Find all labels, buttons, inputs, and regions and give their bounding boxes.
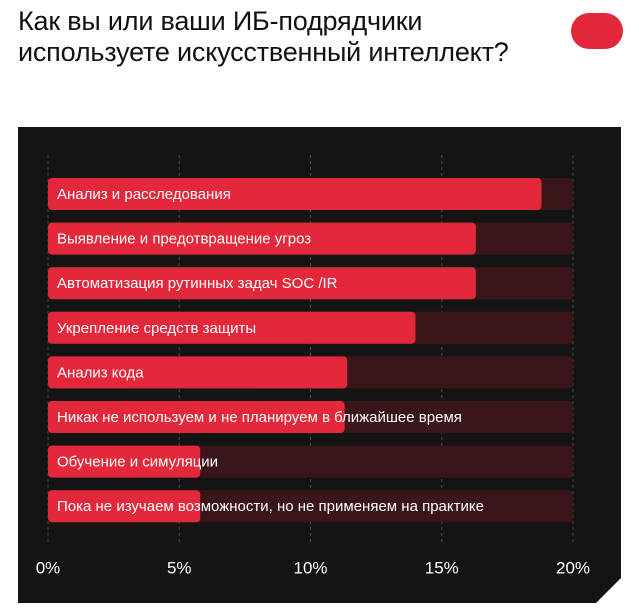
x-tick-label: 0% <box>36 558 61 577</box>
x-axis-ticks: 0% 5% 10% 15% 20% <box>36 558 590 577</box>
bar <box>48 311 416 344</box>
bar <box>48 445 201 478</box>
x-tick-label: 5% <box>167 558 192 577</box>
x-tick-label: 20% <box>556 558 590 577</box>
bar-label: Выявление и предотвращение угроз <box>57 231 311 248</box>
bar-label: Анализ кода <box>57 364 144 381</box>
bar-label: Обучение и симуляции <box>57 454 218 471</box>
bar-labels: Анализ и расследования Выявление и предот… <box>57 186 484 515</box>
bar-label: Анализ и расследования <box>57 186 231 203</box>
bar <box>48 490 201 523</box>
x-tick-label: 15% <box>425 558 459 577</box>
bar <box>48 401 345 433</box>
bar-label: Никак не используем и не планируем в бли… <box>57 409 462 426</box>
gridlines <box>47 155 574 545</box>
bar <box>48 356 348 389</box>
bar-label: Укрепление средств защиты <box>57 320 256 337</box>
x-tick-label: 10% <box>293 558 327 577</box>
bar-label: Автоматизация рутинных задач SOC /IR <box>57 275 338 292</box>
bar <box>48 222 476 255</box>
chart-title: Как вы или ваши ИБ-подрядчики использует… <box>18 6 509 67</box>
bars <box>48 178 542 523</box>
bar <box>48 178 542 210</box>
chart-panel: Анализ и расследования Выявление и предот… <box>18 127 621 603</box>
bar <box>48 267 476 300</box>
bar-chart: Анализ и расследования Выявление и предот… <box>36 155 590 577</box>
brand-logo <box>571 13 623 49</box>
bar-label: Пока не изучаем возможности, но не приме… <box>57 498 484 515</box>
